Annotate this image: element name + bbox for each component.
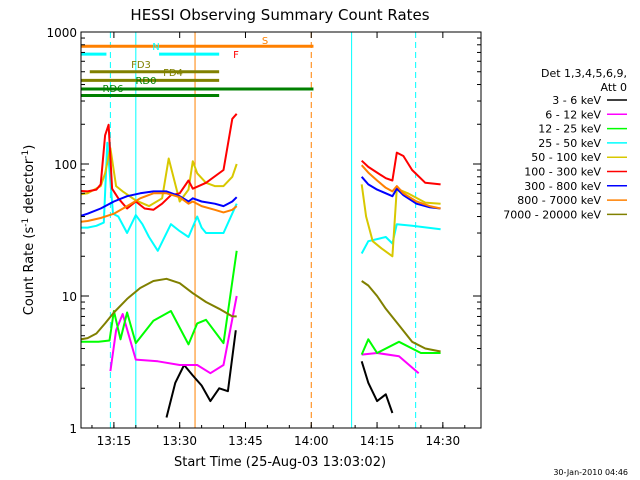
series-5-line-segment-1 [361,151,441,186]
series-8-line-segment-1 [361,280,441,353]
legend-label-2: 12 - 25 keV [538,123,601,136]
flag-label-rd6: RD6 [102,84,123,95]
flag-label-rd0: RD0 [135,76,156,87]
x-tick-label-1330: 13:30 [162,434,197,448]
series-1-line-segment-0 [109,295,238,375]
series-0-line-segment-1 [360,361,394,414]
series-4-line-segment-0 [81,147,238,208]
series-0-line-segment-0 [165,330,237,418]
series-3-line-segment-1 [360,223,441,254]
y-tick-label-100: 100 [54,158,77,172]
series-6-line-segment-0 [81,190,238,217]
series-3-line-segment-0 [81,141,238,252]
y-tick-label-1000: 1000 [46,26,77,40]
series-4-line-segment-1 [360,184,441,258]
series-6-line-segment-1 [360,176,441,210]
flag-label-fd4: FD4 [163,68,183,79]
series-2-line-segment-1 [360,338,441,355]
x-tick-label-1345: 13:45 [228,434,263,448]
legend-label-7: 800 - 7000 keV [517,194,601,207]
y-tick-label-1: 1 [69,422,77,436]
y-axis-label-part-3: ) [22,145,37,150]
legend-label-6: 300 - 800 keV [524,180,601,193]
series-2-line-segment-0 [81,250,238,346]
series-5-line-segment-0 [81,113,238,211]
legend-header-line-1: Det 1,3,4,5,6,9, [541,67,627,80]
legend-label-5: 100 - 300 keV [524,166,601,179]
y-axis-label-sup-2: -1 [21,150,31,159]
series-7-line-segment-1 [360,164,441,210]
legend-label-3: 25 - 50 keV [538,137,601,150]
legend-label-4: 50 - 100 keV [531,151,601,164]
x-tick-label-1315: 13:15 [97,434,132,448]
legend-label-8: 7000 - 20000 keV [503,208,601,221]
y-axis-label-part-1: Count Rate (s [22,227,37,316]
plot-area [81,32,441,428]
flag-label-f: F [233,50,239,61]
plot-frame [80,31,482,429]
y-axis-label-part-2: detector [22,158,37,218]
x-tick-label-1415: 14:15 [360,434,395,448]
series-7-line-segment-0 [81,192,238,223]
flag-label-n: N [152,42,159,53]
series-1-line-segment-1 [361,352,420,374]
axis-ticks: 13:15 13:30 13:45 14:00 14:15 14:30 1 10 100 1000 [46,26,481,448]
x-axis-label: Start Time (25-Aug-03 13:03:02) [174,455,386,470]
legend-label-1: 6 - 12 keV [545,108,601,121]
series-8-line-segment-0 [81,277,237,341]
chart-title: HESSI Observing Summary Count Rates [130,6,429,24]
y-axis-label-sup-1: -1 [21,218,31,227]
x-tick-label-1400: 14:00 [294,434,329,448]
y-axis-label: Count Rate (s-1 detector-1) [21,145,37,316]
legend-header-line-2: Att 0 [601,81,627,94]
x-tick-label-1430: 14:30 [426,434,461,448]
flag-label-fd3: FD3 [131,60,151,71]
y-tick-label-10: 10 [62,290,77,304]
legend-label-0: 3 - 6 keV [552,94,601,107]
footer-timestamp: 30-Jan-2010 04:46 [553,468,628,477]
flag-label-s: S [262,36,268,47]
